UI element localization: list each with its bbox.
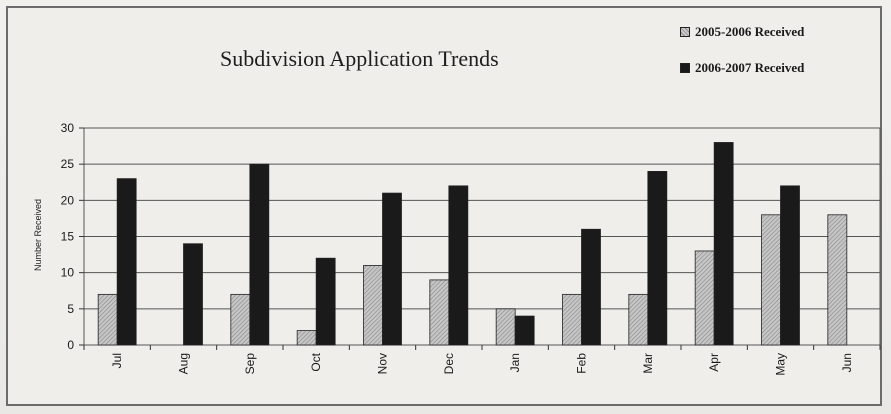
- y-tick-label: 15: [61, 230, 75, 244]
- x-tick-label: Nov: [376, 353, 390, 374]
- x-tick-label: Jun: [840, 353, 854, 372]
- bar-feb-series-2: [581, 228, 601, 346]
- bar-jul-series-2: [116, 178, 137, 346]
- bar-feb-series-1: [562, 293, 582, 346]
- bar-may-series-1: [761, 214, 781, 346]
- legend-label-series-1: 2005-2006 Received: [695, 24, 805, 39]
- y-tick-label: 5: [67, 302, 74, 316]
- bar-apr-series-1: [694, 250, 715, 346]
- bars-layer: [97, 142, 848, 346]
- x-tick-label: Apr: [707, 353, 721, 372]
- bar-aug-series-2: [183, 243, 203, 346]
- y-tick-label: 0: [67, 338, 74, 352]
- bar-jan-series-2: [514, 315, 535, 346]
- bar-jan-series-1: [495, 308, 516, 346]
- bar-sep-series-2: [249, 163, 270, 346]
- bar-jul-series-1: [97, 293, 118, 346]
- bar-oct-series-1: [296, 330, 317, 346]
- bar-nov-series-2: [382, 192, 402, 346]
- legend: 2005-2006 Received 2006-2007 Received: [680, 22, 804, 94]
- legend-swatch-series-2: [680, 63, 690, 73]
- bar-dec-series-1: [429, 279, 450, 346]
- y-tick-label: 10: [61, 266, 75, 280]
- legend-swatch-series-1: [680, 27, 690, 37]
- x-tick-label: Mar: [641, 353, 655, 374]
- y-tick-label: 25: [61, 157, 75, 171]
- bar-oct-series-2: [315, 257, 336, 346]
- grid-layer: [83, 127, 881, 346]
- bar-nov-series-1: [363, 265, 383, 346]
- x-tick-label: Feb: [575, 353, 589, 374]
- x-tick-label: Jul: [110, 353, 124, 368]
- x-tick-label: Oct: [309, 352, 323, 371]
- bar-jun-series-1: [827, 214, 848, 346]
- bar-apr-series-2: [713, 142, 734, 346]
- bar-dec-series-2: [448, 185, 469, 346]
- x-tick-label: Aug: [177, 353, 191, 374]
- bar-mar-series-2: [647, 170, 668, 346]
- x-tick-label: Jan: [508, 353, 522, 372]
- y-tick-label: 20: [61, 193, 75, 207]
- axis-layer: 0 5 10 15 20 25 30 Jul Aug Sep Oct Nov Dec Jan Feb Mar A…: [61, 121, 881, 376]
- bar-sep-series-1: [230, 293, 251, 346]
- x-tick-label: Dec: [442, 353, 456, 374]
- bar-mar-series-1: [628, 293, 649, 346]
- legend-item-series-2: 2006-2007 Received: [680, 58, 804, 78]
- legend-label-series-2: 2006-2007 Received: [695, 60, 805, 75]
- bar-may-series-2: [780, 185, 800, 346]
- legend-item-series-1: 2005-2006 Received: [680, 22, 804, 42]
- x-tick-label: Sep: [243, 353, 257, 375]
- x-tick-label: May: [774, 353, 788, 376]
- y-tick-label: 30: [61, 121, 75, 135]
- chart-title: Subdivision Application Trends: [220, 46, 499, 71]
